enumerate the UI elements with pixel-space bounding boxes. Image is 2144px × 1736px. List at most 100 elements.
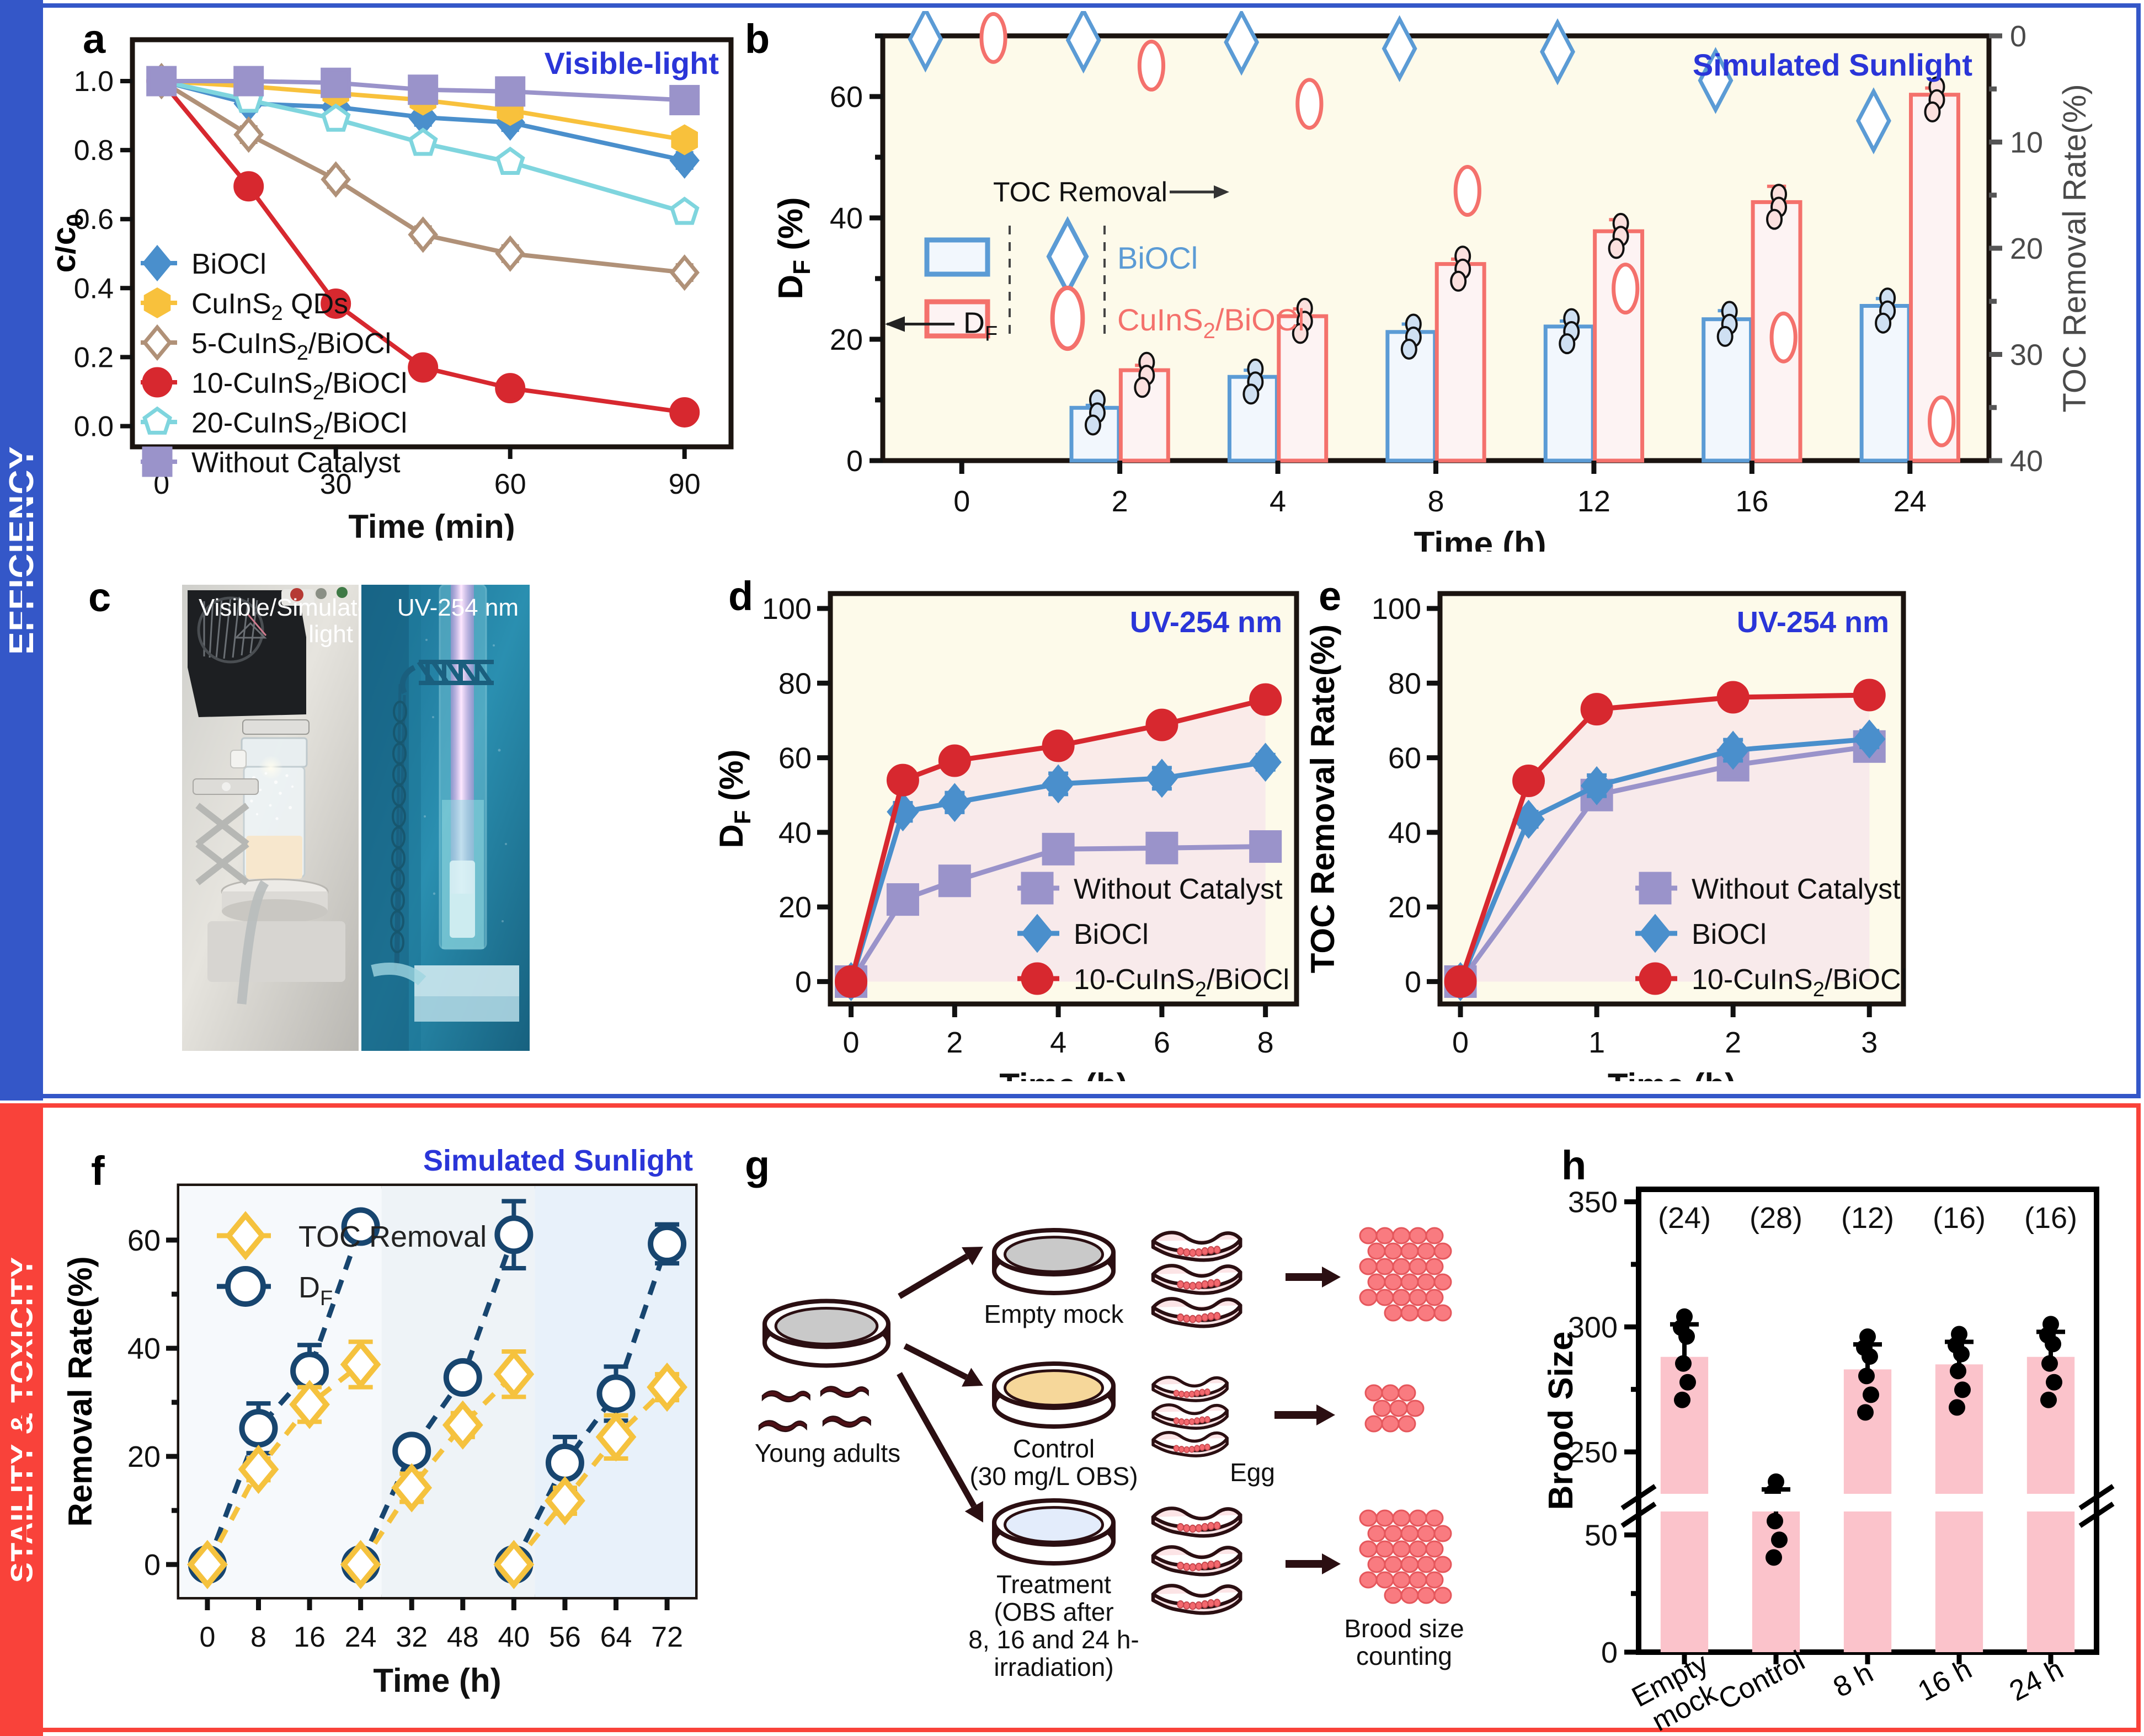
photo-visible-simulated-light [182,585,359,1051]
worm-egg [1195,1562,1203,1571]
source-dish [762,1299,890,1368]
panel-a-ytick: 0.6 [74,204,114,236]
data-marker [391,1463,433,1513]
branch-arrow-treatment-line [897,1372,977,1508]
data-marker [1065,11,1101,74]
d-ylabel-unit: (%) [713,750,750,810]
panel-b-letter: b [745,16,770,62]
worm-body-top [1151,1264,1242,1278]
panel-f-series-line [358,1233,516,1566]
control-label-line2: (30 mg/L OBS) [969,1462,1138,1491]
panel-a-legend-label: 5-CuInS2/BiOCl [191,328,391,365]
egg [1433,1556,1452,1573]
panel-h-ylabel-group: Brood Size [1545,1332,1580,1510]
panel-h-replicate-dot [2046,1374,2062,1391]
panel-b-ytick-right: 30 [2010,339,2043,372]
panel-b-xtick: 24 [1894,485,1927,518]
section-banner-efficiency: EFFICIENCY [0,0,43,1101]
egg [1384,1556,1402,1573]
data-marker [493,1540,535,1589]
worm-egg [1199,1444,1206,1451]
egg [1425,1509,1444,1527]
data-marker [408,352,439,383]
panel-h-category-label-group: 8 h [1828,1657,1878,1703]
panel-f-series-line [358,1372,516,1566]
data-marker [1021,872,1054,905]
egg [1373,1400,1391,1417]
young-adult-worm [758,1420,807,1433]
data-marker [1716,730,1750,770]
data-marker [1042,764,1075,804]
data-marker [886,883,919,916]
data-marker [321,67,351,98]
egg-cluster-control [1364,1384,1425,1433]
d-condition-label: UV-254 nm [1130,606,1282,639]
worm-body-top [1151,1231,1242,1245]
d-xtick: 2 [946,1026,963,1059]
egg [1364,1415,1383,1433]
data-marker [1540,18,1576,86]
panel-f-cycle-band [179,1186,382,1597]
data-marker [669,84,700,115]
subscript: 2 [297,341,308,365]
egg [1375,1540,1394,1558]
panel-b-legend-swatch [924,237,990,277]
worm-egg [1183,1315,1191,1323]
egg-cluster-empty-mock [1359,1227,1452,1322]
worm-shape [758,1420,807,1433]
worm-egg [1201,1247,1209,1256]
egg [1375,1289,1394,1306]
data-marker [1249,743,1282,782]
panel-h-ytick: 50 [1585,1519,1618,1552]
egg [1417,1525,1436,1542]
panel-b-ylabel-sub: F [788,260,815,275]
data-marker [146,66,177,97]
panel-h-category-label: 8 h [1828,1657,1878,1703]
gravid-worm [1151,1545,1242,1577]
panel-f-ytick: 60 [127,1224,161,1257]
panel-f-ytick: 0 [144,1548,161,1582]
panel-b-xtick: 8 [1427,485,1444,518]
data-marker [647,1363,687,1412]
worm-egg [1173,1417,1180,1424]
worm-egg [1201,1280,1209,1289]
toxicity-section-frame [22,1103,2141,1732]
worm-egg [1213,1521,1221,1530]
data-marker [1512,765,1545,798]
panel-g-letter: g [745,1142,770,1188]
panel-h-bar-lower [2026,1511,2075,1652]
egg [1359,1289,1378,1306]
d-xlabel: Time (h) [999,1067,1127,1081]
worm-egg [1177,1600,1185,1609]
e-xtick: 3 [1861,1026,1878,1059]
egg [1425,1571,1444,1589]
worm-egg [1213,1312,1221,1321]
data-marker [1453,165,1481,217]
egg [1367,1242,1386,1260]
gravid-worm [1151,1431,1229,1457]
e-xtick: 1 [1588,1026,1605,1059]
gravid-worm [1151,1297,1242,1328]
panel-f-legend-label-sub: F [320,1287,333,1310]
e-ytick: 40 [1388,816,1421,850]
egg [1417,1556,1436,1573]
worm-egg [1207,1279,1215,1288]
data-marker [1612,263,1640,315]
worm-egg [1189,1315,1197,1323]
result-arrow-control-head-icon [1316,1404,1335,1425]
data-marker [233,66,264,97]
panel-a-ytick: 0.2 [74,341,114,373]
worm-egg [1178,1391,1185,1398]
worm-egg [1177,1523,1185,1531]
worm-body-top [1151,1584,1242,1598]
panel-h-replicate-dot [1954,1381,1971,1398]
data-marker [1145,759,1178,798]
worm-body-top [1151,1376,1229,1388]
panel-b-ylabel-right: TOC Removal Rate(%) [2057,84,2093,412]
worm-egg [1178,1446,1185,1453]
worm-egg [1178,1418,1185,1425]
worm-egg [1188,1390,1195,1398]
panel-a-xtick: 30 [320,468,352,500]
data-marker [1137,39,1166,92]
data-marker [239,1409,278,1448]
